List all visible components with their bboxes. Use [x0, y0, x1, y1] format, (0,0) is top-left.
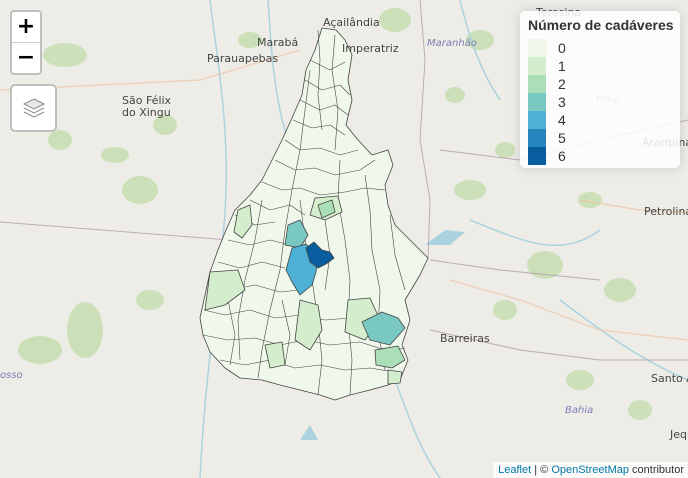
legend-label: 2 — [558, 76, 566, 92]
place-sao-felix: São Félix — [122, 94, 172, 107]
municipality-3 — [284, 219, 309, 249]
legend-label: 5 — [558, 130, 566, 146]
place-barreiras: Barreiras — [440, 332, 490, 345]
legend-swatch — [528, 129, 546, 147]
legend-swatch — [528, 75, 546, 93]
place-petrolina: Petrolina — [644, 205, 688, 218]
attribution-suffix: contributor — [628, 464, 684, 476]
leaflet-link[interactable]: Leaflet — [498, 464, 532, 476]
legend-label: 1 — [558, 58, 566, 74]
legend-label: 4 — [558, 112, 566, 128]
place-santo-ant: Santo Ant — [651, 372, 688, 385]
region-mato-grosso: osso — [0, 370, 23, 381]
municipality-1 — [204, 269, 246, 311]
municipality-1c — [294, 299, 323, 351]
municipality-2 — [233, 204, 253, 239]
legend-label: 6 — [558, 148, 566, 164]
place-acailandia: Açailândia — [323, 16, 380, 29]
legend-swatch — [528, 39, 546, 57]
zoom-control: + − — [10, 10, 42, 75]
place-parauapebas: Parauapebas — [207, 52, 278, 65]
legend-swatch — [528, 147, 546, 165]
legend-swatch — [528, 111, 546, 129]
legend-label: 0 — [558, 40, 566, 56]
municipality-2c — [374, 345, 406, 369]
legend: Número de cadáveres 0 1 2 3 4 5 6 — [520, 11, 680, 168]
place-maraba: Marabá — [257, 36, 298, 49]
legend-item: 2 — [528, 75, 672, 93]
layers-icon — [22, 98, 45, 118]
legend-label: 3 — [558, 94, 566, 110]
municipality-1f — [387, 369, 403, 385]
municipality-3b — [361, 311, 406, 346]
legend-swatch — [528, 93, 546, 111]
region-maranhao: Maranhão — [427, 38, 477, 49]
municipality-6 — [305, 241, 335, 269]
attribution: Leaflet | © OpenStreetMap contributor — [493, 462, 688, 478]
attribution-separator: | © — [531, 464, 552, 476]
osm-link[interactable]: OpenStreetMap — [551, 464, 629, 476]
place-imperatriz: Imperatriz — [342, 42, 399, 55]
legend-item: 0 — [528, 39, 672, 57]
legend-item: 1 — [528, 57, 672, 75]
municipality-1e — [264, 341, 286, 369]
legend-item: 3 — [528, 93, 672, 111]
place-jequ: Jequ — [669, 428, 688, 441]
place-do-xingu: do Xingu — [122, 106, 171, 119]
region-bahia: Bahia — [565, 405, 593, 416]
legend-item: 6 — [528, 147, 672, 165]
legend-title: Número de cadáveres — [528, 17, 674, 33]
municipality-2b — [317, 199, 336, 219]
zoom-in-button[interactable]: + — [12, 12, 40, 43]
legend-item: 4 — [528, 111, 672, 129]
layers-control-button[interactable] — [10, 84, 57, 132]
zoom-out-button[interactable]: − — [16, 45, 36, 70]
legend-swatch — [528, 57, 546, 75]
legend-item: 5 — [528, 129, 672, 147]
